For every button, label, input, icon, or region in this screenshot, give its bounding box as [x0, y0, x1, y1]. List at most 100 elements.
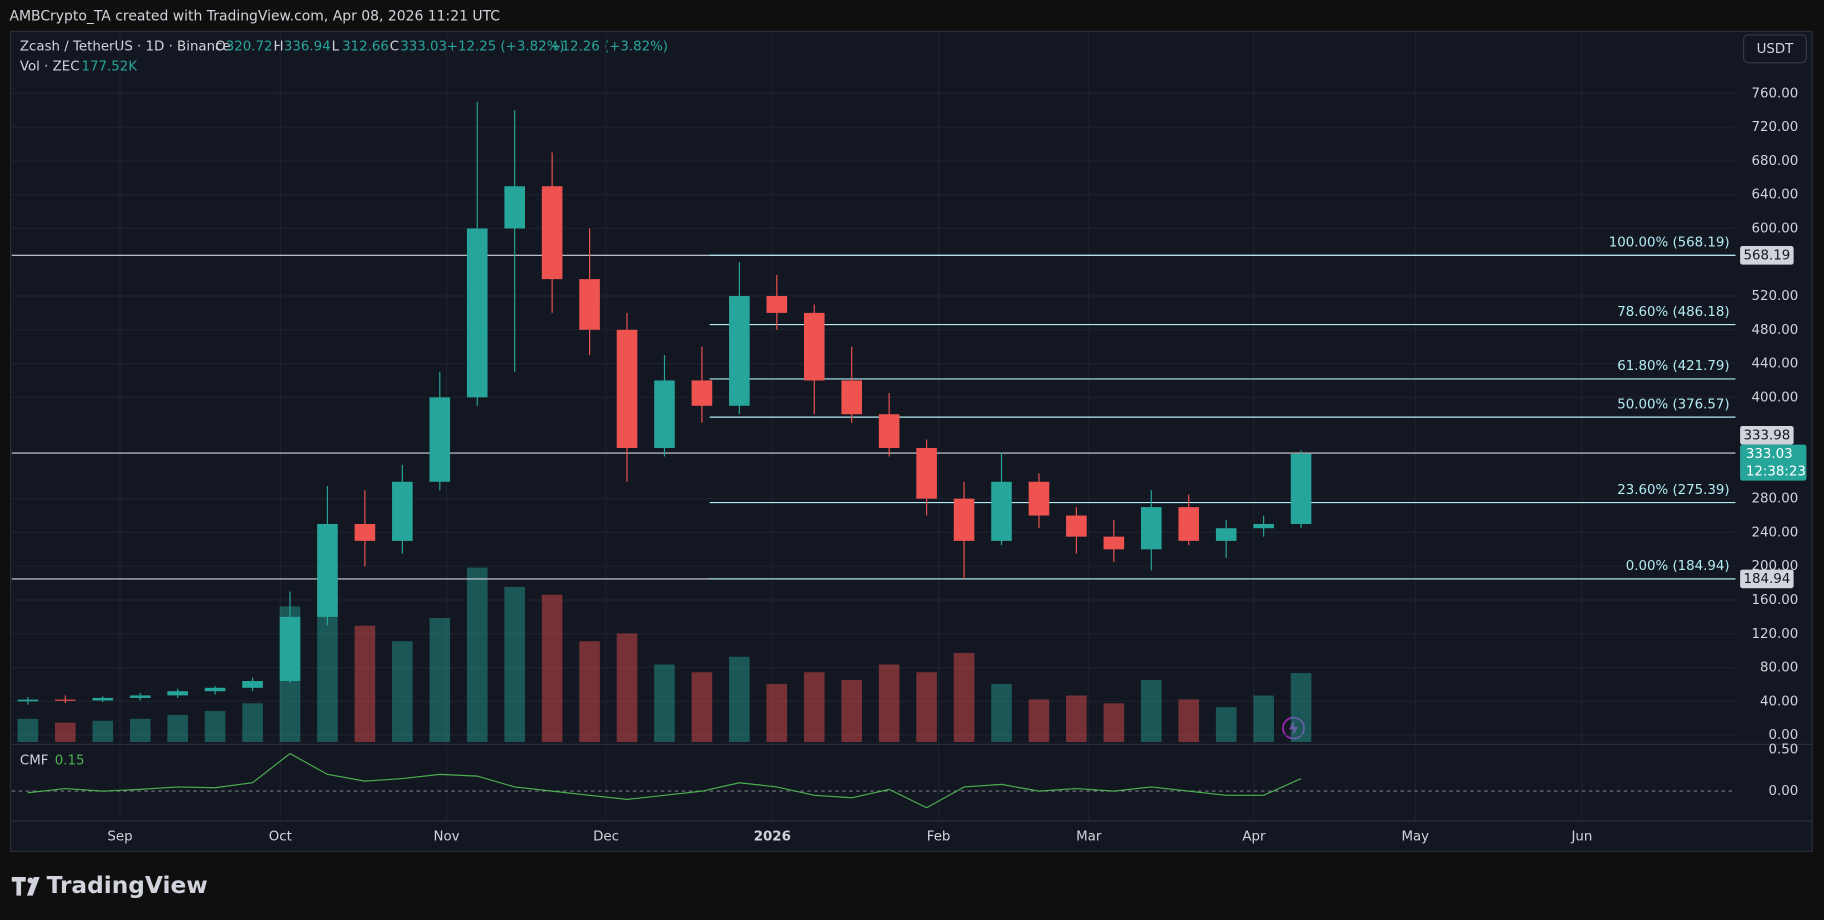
x-tick-label: Sep	[107, 829, 132, 844]
volume-bar	[579, 641, 600, 743]
y-tick-label: 120.00	[1752, 627, 1799, 642]
ohlc-value: 333.03	[400, 40, 447, 55]
alert-icon[interactable]	[1282, 716, 1305, 740]
candle-body	[204, 687, 226, 692]
candle-body	[1140, 507, 1162, 550]
price-tag	[1740, 569, 1794, 589]
volume-bar	[803, 672, 825, 743]
volume-bar	[354, 625, 376, 743]
volume-bar	[129, 718, 151, 743]
x-tick-label: May	[1401, 829, 1429, 844]
candle-body	[991, 481, 1012, 541]
y-tick-label: 280.00	[1752, 492, 1799, 507]
ohlc-key: O	[215, 40, 226, 55]
x-tick-label: Mar	[1076, 829, 1102, 844]
change-2: +12.26 (+3.82%)	[550, 40, 668, 55]
candle-body	[878, 414, 900, 448]
y-tick-label: 80.00	[1760, 661, 1798, 676]
fib-label: 0.00% (184.94)	[1626, 559, 1730, 574]
candle-body	[392, 481, 413, 541]
volume-bar	[541, 594, 563, 743]
fib-label: 78.60% (486.18)	[1617, 305, 1729, 320]
price-tag-label: 333.98	[1743, 428, 1790, 443]
volume-bar	[1066, 695, 1087, 743]
volume-bar	[691, 672, 713, 743]
candle-body	[541, 186, 563, 280]
x-tick-label: Jun	[1570, 829, 1592, 844]
attribution: AMBCrypto_TA created with TradingView.co…	[9, 8, 500, 24]
y-tick-label: 600.00	[1752, 221, 1799, 236]
candle-body	[1103, 536, 1125, 550]
y-tick-label: 240.00	[1752, 525, 1799, 540]
price-tag	[1740, 425, 1794, 445]
volume-bar	[1253, 695, 1274, 743]
volume-bar	[17, 718, 39, 743]
candle-body	[55, 699, 76, 701]
y-tick-label: 680.00	[1752, 154, 1799, 169]
volume-bar	[991, 683, 1012, 743]
symbol: Zcash / TetherUS · 1D · Binance	[20, 40, 231, 55]
candle-body	[466, 228, 488, 398]
candle-body	[729, 296, 750, 406]
y-tick-label: 760.00	[1752, 86, 1799, 101]
ohlc-value: 320.72	[226, 40, 273, 55]
volume-last: 177.52K	[82, 59, 139, 74]
candle-body	[167, 691, 188, 696]
fib-label: 23.60% (275.39)	[1617, 483, 1729, 498]
y-tick-label: 0.00	[1769, 728, 1799, 743]
volume-bar	[1178, 699, 1200, 743]
chart-pane	[10, 30, 1813, 852]
currency-button[interactable]	[1743, 34, 1807, 64]
ohlc-key: L	[332, 40, 340, 55]
candle-body	[317, 523, 338, 617]
fib-label: 50.00% (376.57)	[1617, 397, 1729, 412]
change: +12.25 (+3.82%)	[447, 40, 565, 55]
y2-tick-label: 0.50	[1769, 742, 1799, 757]
volume-bar	[878, 664, 900, 743]
x-tick-label: Nov	[433, 829, 459, 844]
volume-bar	[1140, 680, 1162, 743]
y-tick-label: 160.00	[1752, 593, 1799, 608]
price-tag	[1740, 246, 1794, 265]
countdown: 12:38:23	[1746, 464, 1806, 479]
volume-bar	[654, 664, 675, 743]
candle-body	[129, 695, 151, 698]
volume-bar	[429, 617, 451, 743]
volume-bar	[55, 722, 76, 743]
candle-body	[803, 312, 825, 381]
volume-bar	[841, 680, 863, 743]
candle-body	[279, 616, 301, 682]
candle-body	[654, 380, 675, 448]
y-tick-label: 40.00	[1760, 694, 1798, 709]
volume-bar	[466, 567, 488, 743]
x-tick-label: Dec	[593, 829, 619, 844]
x-tick-label: Oct	[269, 829, 292, 844]
candle-body	[429, 397, 451, 482]
ohlc-value: 336.94	[284, 40, 331, 55]
candle-body	[916, 447, 937, 499]
candle-body	[1028, 481, 1050, 516]
volume-bar	[204, 711, 226, 743]
fib-label: 100.00% (568.19)	[1609, 236, 1730, 251]
candle-body	[766, 296, 788, 313]
volume-bar	[1028, 699, 1050, 743]
x-tick-label: 2026	[754, 829, 791, 844]
volume-bar	[242, 703, 263, 743]
volume-label: Vol · ZEC	[20, 59, 80, 74]
currency[interactable]: USDT	[1757, 42, 1795, 57]
candle-body	[1066, 515, 1087, 537]
volume-bar	[317, 579, 338, 743]
y-tick-label: 440.00	[1752, 357, 1799, 372]
y-tick-label: 400.00	[1752, 390, 1799, 405]
candle-body	[92, 697, 114, 701]
y-tick-label: 480.00	[1752, 323, 1799, 338]
ohlc-value: 312.66	[342, 40, 389, 55]
brand: TradingView	[47, 872, 208, 899]
cmf-line	[27, 752, 1302, 809]
y-tick-label: 520.00	[1752, 289, 1799, 304]
x-tick-label: Apr	[1242, 829, 1266, 844]
volume-bar	[1290, 673, 1312, 743]
last-price-tag	[1740, 444, 1807, 481]
